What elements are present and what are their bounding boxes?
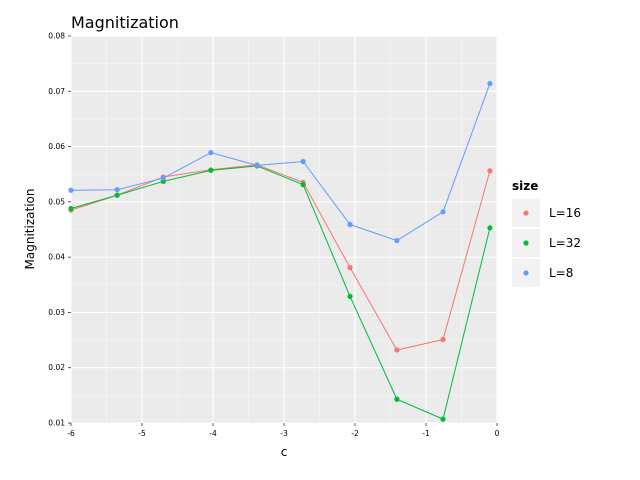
x-tick-label: -3 bbox=[280, 429, 288, 438]
grid-major bbox=[70, 35, 498, 424]
data-point-l16 bbox=[347, 265, 353, 271]
y-tick-label: 0.02 bbox=[48, 363, 65, 372]
data-point-l8 bbox=[440, 209, 446, 215]
x-tick-label: -4 bbox=[209, 429, 217, 438]
data-point-l16 bbox=[487, 168, 493, 174]
y-tick-label: 0.07 bbox=[48, 87, 65, 96]
x-axis-ticks: -6 -5 -4 -3 -2 -1 0 bbox=[67, 423, 500, 438]
data-point-l32 bbox=[487, 225, 493, 231]
data-point-l8 bbox=[300, 158, 306, 165]
y-axis-title: Magnitization bbox=[23, 189, 37, 270]
data-point-l32 bbox=[347, 293, 353, 299]
data-point-l8 bbox=[208, 150, 214, 156]
y-axis-ticks: 0.01 0.02 0.03 0.04 0.05 0.06 0.07 0.08 bbox=[48, 32, 71, 428]
legend-label: L=32 bbox=[549, 236, 581, 250]
x-tick-label: -2 bbox=[351, 429, 359, 438]
y-tick-label: 0.04 bbox=[48, 253, 65, 262]
data-point-l8 bbox=[114, 187, 120, 193]
data-point-l8 bbox=[347, 221, 353, 228]
legend-label: L=8 bbox=[549, 266, 573, 280]
series-points bbox=[68, 80, 493, 422]
x-tick-label: -6 bbox=[67, 429, 75, 438]
series-line-l8 bbox=[70, 83, 491, 242]
data-point-l8 bbox=[487, 80, 493, 87]
data-point-l32 bbox=[394, 396, 400, 402]
data-point-l8 bbox=[254, 162, 260, 168]
series-line-l16 bbox=[70, 164, 491, 351]
legend-swatch bbox=[523, 240, 529, 246]
y-tick-label: 0.03 bbox=[48, 308, 65, 317]
data-point-l32 bbox=[68, 205, 74, 212]
legend-label: L=16 bbox=[549, 206, 581, 220]
series-lines bbox=[70, 83, 491, 420]
y-tick-label: 0.08 bbox=[48, 32, 65, 41]
data-point-l32 bbox=[114, 192, 120, 198]
data-point-l8 bbox=[394, 237, 400, 244]
y-tick-label: 0.05 bbox=[48, 197, 65, 206]
y-tick-label: 0.01 bbox=[48, 419, 65, 428]
x-tick-label: 0 bbox=[495, 429, 500, 438]
data-point-l16 bbox=[440, 336, 446, 343]
chart-title: Magnitization bbox=[71, 13, 179, 32]
data-point-l8 bbox=[68, 187, 74, 193]
data-point-l32 bbox=[300, 182, 306, 188]
legend-swatch bbox=[523, 210, 529, 216]
legend-swatch bbox=[523, 270, 529, 276]
legend-title: size bbox=[512, 179, 538, 193]
legend: size L=16 L=32 L=8 bbox=[512, 179, 581, 287]
x-tick-label: -5 bbox=[138, 429, 146, 438]
data-point-l16 bbox=[394, 347, 400, 353]
y-tick-label: 0.06 bbox=[48, 142, 65, 151]
series-line-l32 bbox=[70, 165, 491, 420]
data-point-l32 bbox=[440, 416, 446, 422]
x-axis-title: c bbox=[281, 445, 288, 459]
data-point-l32 bbox=[208, 167, 214, 173]
x-tick-label: -1 bbox=[422, 429, 430, 438]
data-point-l8 bbox=[160, 175, 166, 181]
